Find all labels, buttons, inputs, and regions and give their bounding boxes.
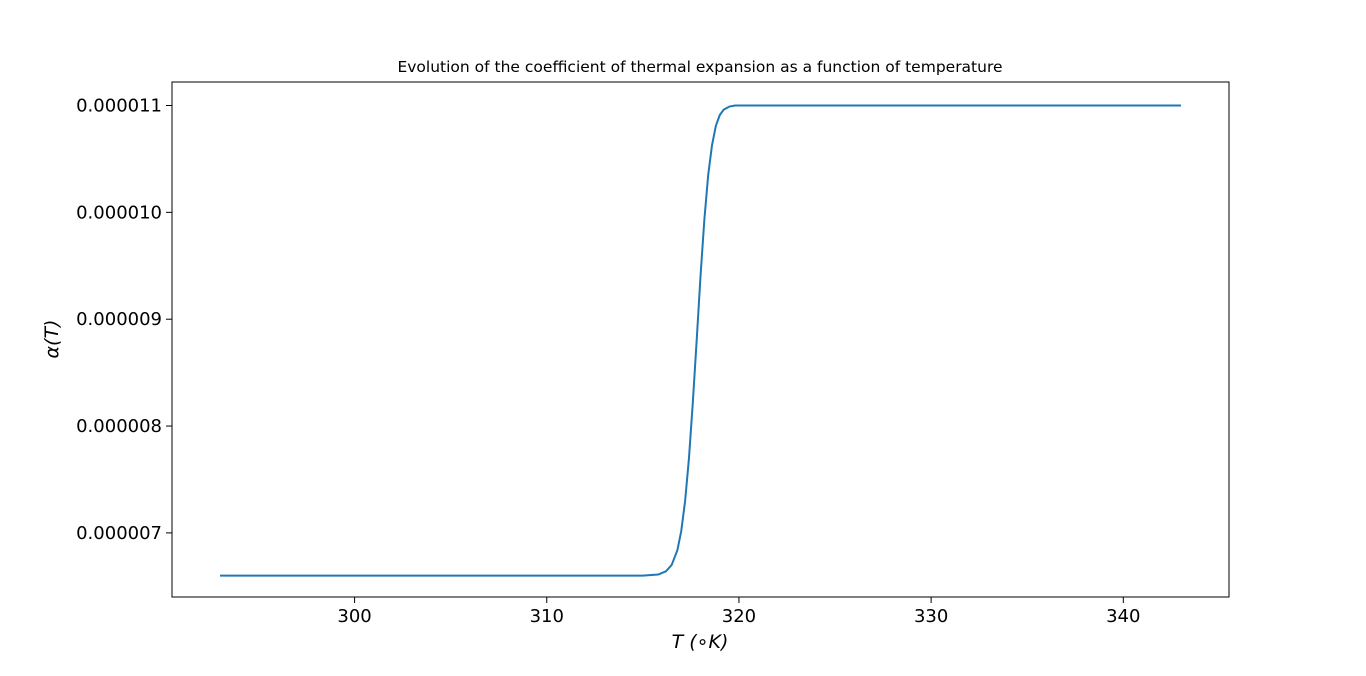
y-axis-ticks: 0.000007 0.000008 0.000009 0.000010 0.000011 <box>76 96 172 544</box>
x-tick-label: 330 <box>914 606 948 627</box>
y-tick-label: 0.000010 <box>76 202 162 223</box>
x-axis-ticks: 300 310 320 330 340 <box>337 597 1140 627</box>
y-tick-label: 0.000009 <box>76 309 162 330</box>
x-tick-label: 320 <box>722 606 756 627</box>
y-tick-label: 0.000008 <box>76 416 162 437</box>
plot-frame <box>171 81 1230 598</box>
y-tick-label: 0.000011 <box>76 96 162 117</box>
series-line-0 <box>220 104 1181 577</box>
x-axis-label: T (∘K) <box>672 631 729 653</box>
x-tick-label: 310 <box>530 606 564 627</box>
x-tick-label: 300 <box>337 606 371 627</box>
y-axis-label: α(T) <box>41 320 63 359</box>
y-tick-label: 0.000007 <box>76 523 162 544</box>
chart-title: Evolution of the coefficient of thermal … <box>397 58 1002 76</box>
plot-area <box>171 81 1230 598</box>
x-tick-label: 340 <box>1106 606 1140 627</box>
